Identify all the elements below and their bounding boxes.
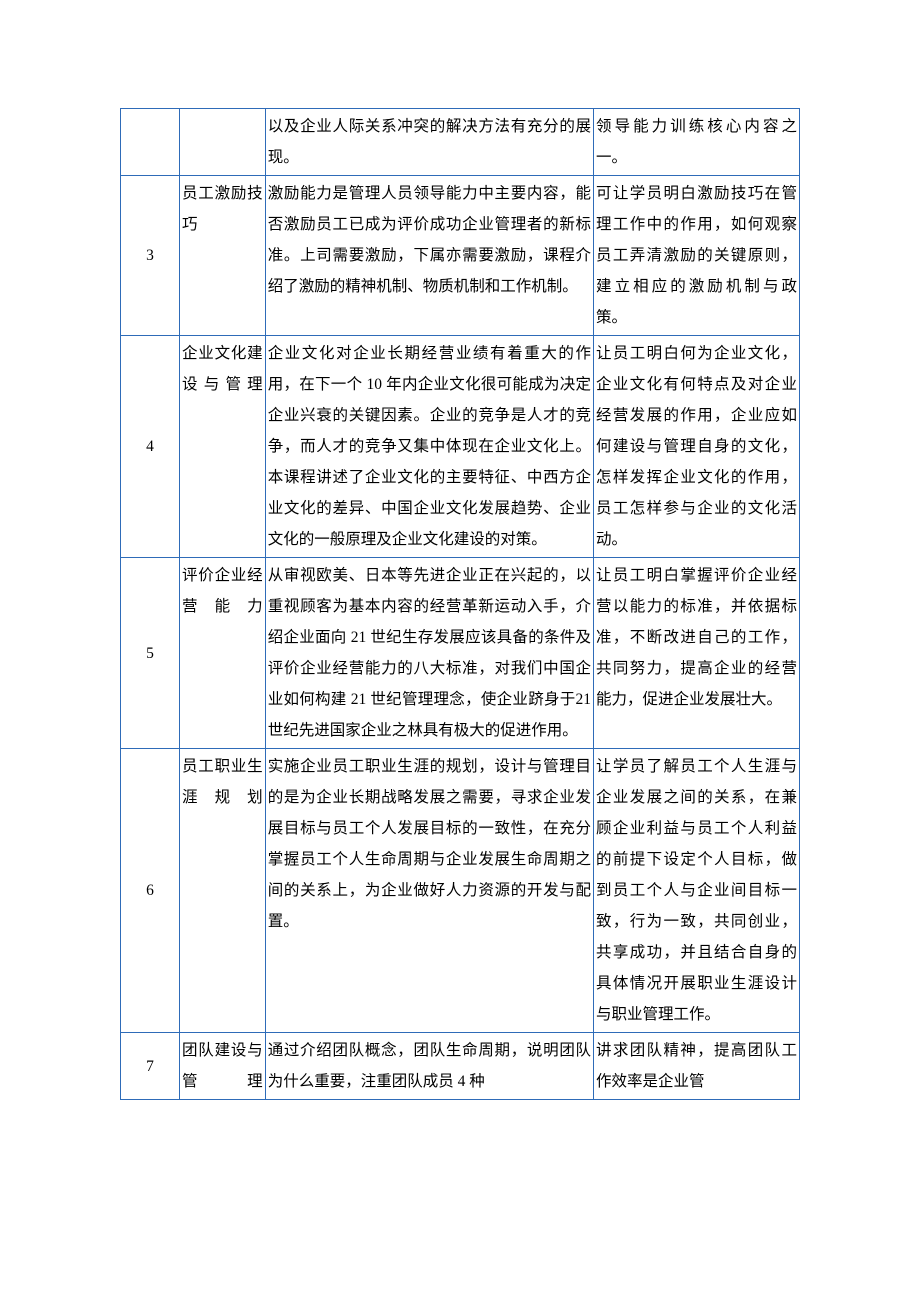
- cell-goal: 可让学员明白激励技巧在管理工作中的作用，如何观察员工弄清激励的关键原则，建立相应…: [594, 176, 800, 336]
- cell-goal: 领导能力训练核心内容之一。: [594, 109, 800, 176]
- table-body: 以及企业人际关系冲突的解决方法有充分的展现。 领导能力训练核心内容之一。 3 员…: [121, 109, 800, 1100]
- course-table: 以及企业人际关系冲突的解决方法有充分的展现。 领导能力训练核心内容之一。 3 员…: [120, 108, 800, 1100]
- table-row: 4 企业文化建设与管理 企业文化对企业长期经营业绩有着重大的作用，在下一个 10…: [121, 336, 800, 558]
- cell-title: 员工职业生涯规划: [179, 749, 265, 1033]
- cell-desc: 实施企业员工职业生涯的规划，设计与管理目的是为企业长期战略发展之需要，寻求企业发…: [265, 749, 593, 1033]
- cell-num: 4: [121, 336, 180, 558]
- cell-num: 3: [121, 176, 180, 336]
- cell-goal: 让员工明白何为企业文化，企业文化有何特点及对企业经营发展的作用，企业应如何建设与…: [594, 336, 800, 558]
- cell-title: 员工激励技巧: [179, 176, 265, 336]
- cell-title: 团队建设与管理: [179, 1033, 265, 1100]
- cell-title: 企业文化建设与管理: [179, 336, 265, 558]
- cell-title: [179, 109, 265, 176]
- cell-desc: 通过介绍团队概念，团队生命周期，说明团队为什么重要，注重团队成员 4 种: [265, 1033, 593, 1100]
- cell-goal: 让员工明白掌握评价企业经营以能力的标准，并依据标准，不断改进自己的工作，共同努力…: [594, 558, 800, 749]
- cell-desc: 激励能力是管理人员领导能力中主要内容，能否激励员工已成为评价成功企业管理者的新标…: [265, 176, 593, 336]
- cell-desc: 以及企业人际关系冲突的解决方法有充分的展现。: [265, 109, 593, 176]
- table-row: 5 评价企业经营能力 从审视欧美、日本等先进企业正在兴起的，以重视顾客为基本内容…: [121, 558, 800, 749]
- table-row: 6 员工职业生涯规划 实施企业员工职业生涯的规划，设计与管理目的是为企业长期战略…: [121, 749, 800, 1033]
- cell-title: 评价企业经营能力: [179, 558, 265, 749]
- table-row: 以及企业人际关系冲突的解决方法有充分的展现。 领导能力训练核心内容之一。: [121, 109, 800, 176]
- document-page: 以及企业人际关系冲突的解决方法有充分的展现。 领导能力训练核心内容之一。 3 员…: [0, 0, 920, 1160]
- cell-num: [121, 109, 180, 176]
- cell-desc: 从审视欧美、日本等先进企业正在兴起的，以重视顾客为基本内容的经营革新运动入手，介…: [265, 558, 593, 749]
- cell-num: 5: [121, 558, 180, 749]
- cell-desc: 企业文化对企业长期经营业绩有着重大的作用，在下一个 10 年内企业文化很可能成为…: [265, 336, 593, 558]
- cell-goal: 讲求团队精神，提高团队工作效率是企业管: [594, 1033, 800, 1100]
- table-row: 3 员工激励技巧 激励能力是管理人员领导能力中主要内容，能否激励员工已成为评价成…: [121, 176, 800, 336]
- cell-num: 7: [121, 1033, 180, 1100]
- table-row: 7 团队建设与管理 通过介绍团队概念，团队生命周期，说明团队为什么重要，注重团队…: [121, 1033, 800, 1100]
- cell-goal: 让学员了解员工个人生涯与企业发展之间的关系，在兼顾企业利益与员工个人利益的前提下…: [594, 749, 800, 1033]
- cell-num: 6: [121, 749, 180, 1033]
